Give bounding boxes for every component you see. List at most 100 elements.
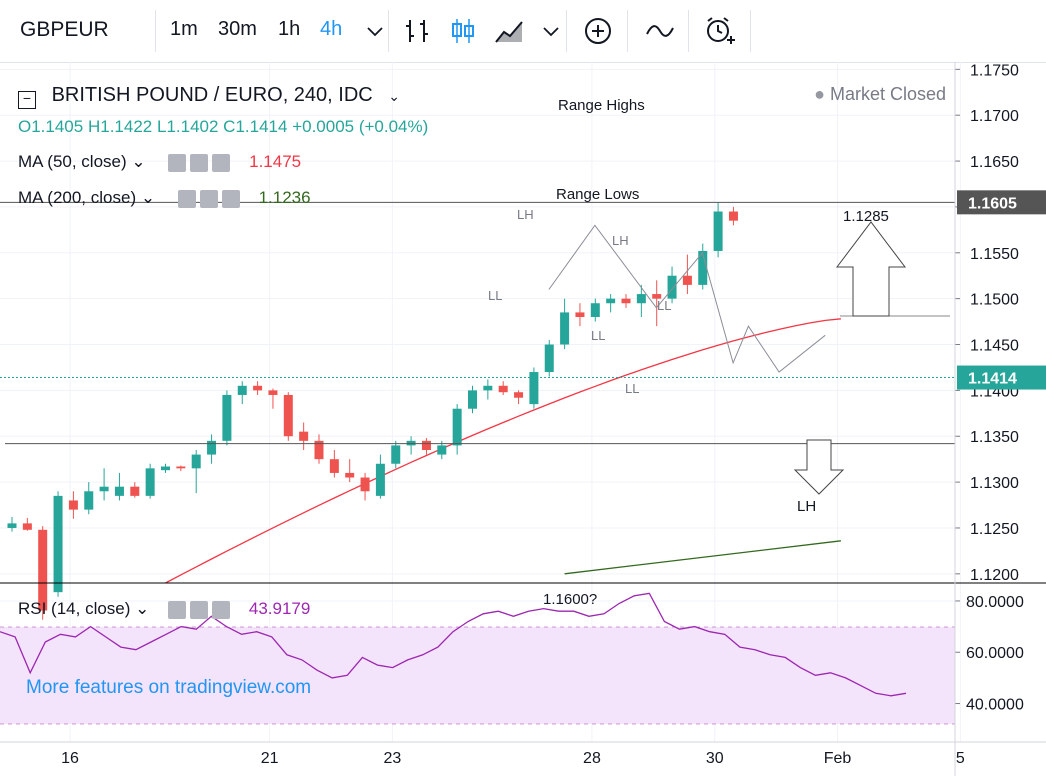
candle: [468, 385, 477, 414]
candle-body: [529, 372, 539, 405]
candle-body: [237, 385, 247, 395]
candle: [38, 526, 48, 620]
watermark-text[interactable]: More features on tradingview.com: [26, 677, 311, 698]
annotation-label: LL: [591, 328, 605, 343]
time-tick-label: 16: [61, 750, 79, 767]
ma50-value: 1.1475: [249, 152, 302, 171]
close-icon[interactable]: [212, 600, 231, 619]
chevron-down-icon[interactable]: ⌄: [140, 188, 156, 207]
annotation-label: LL: [488, 288, 502, 303]
candle-body: [652, 294, 662, 299]
toolbar-separator: [688, 10, 689, 52]
candle-body: [606, 298, 616, 304]
candle: [452, 404, 462, 455]
close-icon[interactable]: [212, 153, 231, 172]
indicators-icon[interactable]: [643, 14, 677, 48]
eye-icon[interactable]: [177, 189, 196, 208]
price-chart[interactable]: 1.17501.17001.16501.16001.15501.15001.14…: [0, 62, 1046, 776]
gear-icon[interactable]: [190, 600, 209, 619]
time-axis[interactable]: 16 21 23 28 30 Feb 5: [61, 750, 965, 767]
price-labels: 1.1605 1.1414: [957, 190, 1046, 390]
annotation-label: Range Highs: [558, 97, 645, 114]
candle-body: [391, 445, 401, 464]
candle: [207, 434, 217, 464]
price-tag-label: 1.1605: [968, 195, 1017, 212]
ma50-path: [165, 318, 841, 584]
timeframe-4h[interactable]: 4h: [320, 18, 343, 40]
chart-title-row: − BRITISH POUND / EURO, 240, IDC ⌄: [18, 84, 400, 109]
chevron-down-icon[interactable]: ⌄: [135, 599, 150, 618]
candle: [667, 266, 677, 304]
candle: [314, 434, 324, 464]
close-icon[interactable]: [221, 189, 240, 208]
candles: [7, 202, 738, 620]
annotation-label: LH: [517, 207, 534, 222]
candle: [483, 379, 493, 400]
candlestick-icon[interactable]: [446, 14, 480, 48]
timeframe-1m[interactable]: 1m: [170, 18, 198, 40]
candle: [375, 454, 385, 499]
ohlc-change: +0.0005 (+0.04%): [292, 117, 429, 136]
candle-body: [253, 385, 263, 391]
candle-body: [283, 394, 293, 437]
candle-body: [68, 500, 78, 510]
rsi-axis[interactable]: 80.0000 60.0000 40.0000: [955, 594, 1024, 714]
price-axis[interactable]: 1.17501.17001.16501.16001.15501.15001.14…: [955, 62, 1019, 584]
candle-body: [191, 454, 201, 469]
collapse-icon[interactable]: −: [18, 91, 36, 109]
candle: [191, 449, 201, 494]
candle: [652, 280, 662, 327]
area-chart-icon[interactable]: [492, 14, 526, 48]
price-tick-label: 1.1450: [970, 338, 1019, 355]
candle: [283, 392, 293, 441]
candle-body: [560, 312, 570, 345]
alert-clock-icon[interactable]: [703, 14, 737, 48]
annotation-label: 1.1600?: [543, 591, 597, 608]
add-indicator-icon[interactable]: [581, 14, 615, 48]
candle-body: [636, 294, 646, 304]
candle: [606, 294, 616, 313]
candle-body: [514, 392, 524, 398]
price-tick-label: 1.1200: [970, 567, 1019, 584]
bar-chart-icon[interactable]: [400, 14, 434, 48]
annotation-label: Range Lows: [556, 186, 639, 203]
market-status: ● Market Closed: [814, 84, 946, 104]
candle: [329, 449, 339, 478]
candle: [176, 465, 186, 472]
chevron-down-icon[interactable]: ⌄: [131, 152, 146, 171]
timeframe-1h[interactable]: 1h: [278, 18, 301, 40]
down-arrow-shape: [793, 439, 845, 495]
price-tick-label: 1.1350: [970, 429, 1019, 446]
candle-body: [421, 440, 431, 450]
chevron-down-icon[interactable]: [534, 14, 568, 48]
ma200-path: [564, 540, 841, 575]
candle-body: [452, 408, 462, 446]
candle: [145, 463, 155, 499]
gear-icon[interactable]: [190, 153, 209, 172]
timeframe-30m[interactable]: 30m: [218, 18, 257, 40]
chevron-down-icon[interactable]: [358, 14, 392, 48]
price-tag: [957, 365, 1046, 390]
candle: [99, 468, 109, 501]
rsi-legend[interactable]: RSI (14, close) ⌄ 43.9179: [18, 599, 311, 619]
candle: [514, 390, 524, 405]
ma50-legend[interactable]: MA (50, close) ⌄ 1.1475: [18, 152, 302, 172]
candle-body: [84, 491, 94, 510]
price-tag: [957, 190, 1046, 215]
annotation-label: LL: [657, 298, 671, 313]
time-tick-label: 5: [956, 750, 965, 767]
candle-body: [99, 486, 109, 492]
ohlc-open: O1.1405: [18, 117, 84, 136]
candle-body: [728, 211, 738, 221]
candle: [84, 482, 94, 515]
symbol-search[interactable]: GBPEUR: [20, 18, 109, 41]
candle-body: [7, 523, 17, 528]
candle-body: [575, 312, 585, 317]
eye-icon[interactable]: [168, 153, 187, 172]
chevron-down-icon[interactable]: ⌄: [388, 88, 401, 104]
candle: [575, 303, 585, 327]
gear-icon[interactable]: [199, 189, 218, 208]
eye-icon[interactable]: [168, 600, 187, 619]
ma200-legend[interactable]: MA (200, close) ⌄ 1.1236: [18, 188, 311, 208]
candle-body: [22, 523, 32, 530]
